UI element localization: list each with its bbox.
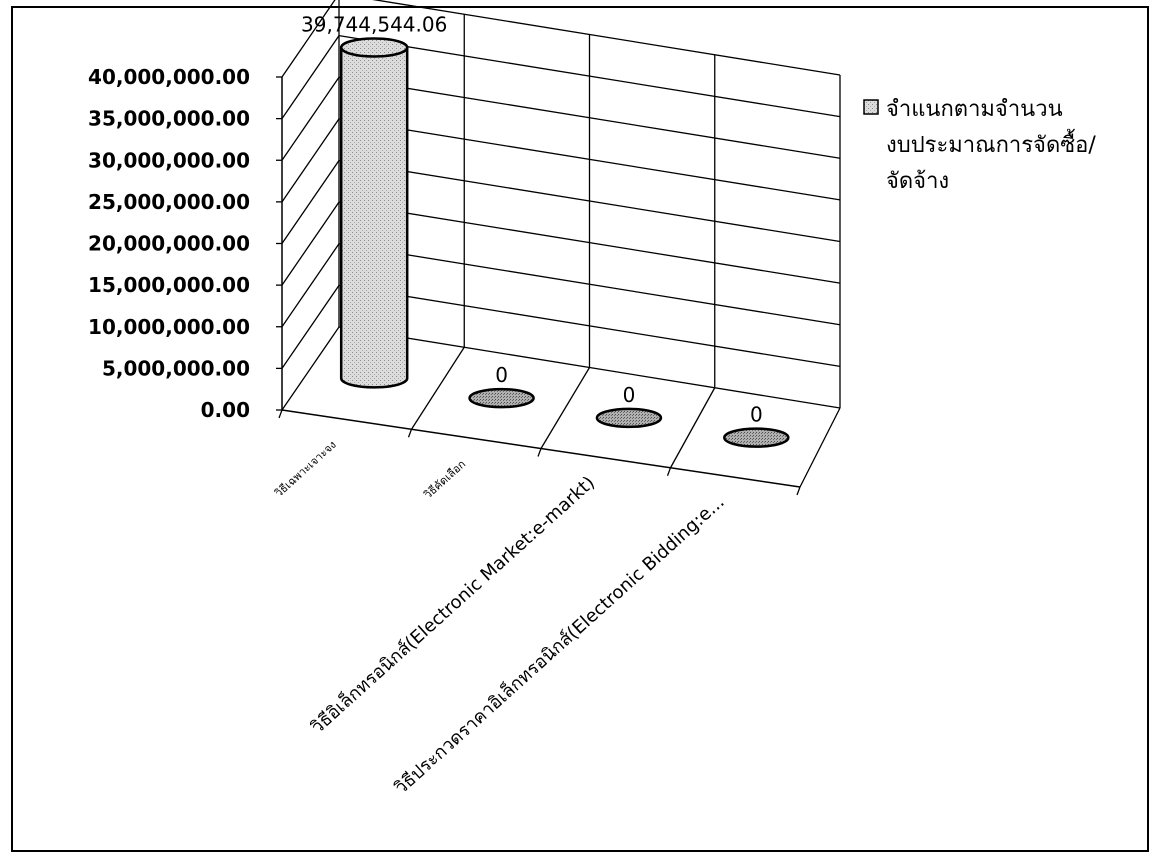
y-tick-label-8: 40,000,000.00 xyxy=(88,65,250,89)
y-tick-label-7: 35,000,000.00 xyxy=(88,107,250,131)
data-label-1: 0 xyxy=(495,363,508,387)
gridline-side-1 xyxy=(281,285,340,369)
bar-disc-2 xyxy=(595,407,663,429)
data-labels: 39,744,544.06 0 0 0 xyxy=(301,13,763,427)
y-tick-label-6: 30,000,000.00 xyxy=(88,148,250,172)
gridlines xyxy=(281,0,841,411)
y-tick-label-1: 5,000,000.00 xyxy=(102,356,250,380)
gridline-side-2 xyxy=(281,243,340,328)
gridline-side-7 xyxy=(281,35,340,119)
bar-1 xyxy=(468,387,535,409)
y-tick-label-2: 10,000,000.00 xyxy=(88,315,250,339)
legend-label-line-3: จัดจ้าง xyxy=(886,169,949,194)
legend-label-line-1: จำแนกตามจำนวน xyxy=(886,97,1063,122)
y-tick-labels: 0.00 5,000,000.00 10,000,000.00 15,000,000.… xyxy=(88,65,250,422)
floor-divider-1 xyxy=(410,346,465,430)
floor-right-edge xyxy=(799,407,841,488)
gridline-side-0 xyxy=(281,326,340,411)
bar-body-0 xyxy=(339,46,409,389)
y-tick-label-3: 15,000,000.00 xyxy=(88,273,250,297)
x-tick-label-2: วิธีอิเล็กทรอนิกส์(Electronic Market:e-m… xyxy=(306,471,599,738)
gridline-side-8 xyxy=(281,0,336,78)
x-tick-label-3: วิธีประกวดราคาอิเล็กทรอนิกส์(Electronic … xyxy=(389,490,728,799)
y-tick-label-0: 0.00 xyxy=(201,398,250,422)
data-label-2: 0 xyxy=(623,383,636,407)
floor-divider-3 xyxy=(669,387,716,469)
gridline-side-3 xyxy=(281,201,340,286)
bars xyxy=(339,37,790,448)
legend: จำแนกตามจำนวน งบประมาณการจัดซื้อ/ จัดจ้า… xyxy=(863,97,1096,194)
data-label-0: 39,744,544.06 xyxy=(301,13,447,37)
legend-swatch xyxy=(863,99,879,115)
x-tick-label-1: วิธีคัดเลือก xyxy=(421,457,468,501)
floor-divider-2 xyxy=(540,367,591,449)
gridline-side-4 xyxy=(281,160,340,244)
x-tick-mark-3 xyxy=(666,467,672,476)
y-tick-label-4: 20,000,000.00 xyxy=(88,232,250,256)
bar-disc-3 xyxy=(723,427,790,448)
bar-top-0 xyxy=(339,37,409,58)
data-label-3: 0 xyxy=(750,403,763,427)
gridline-side-6 xyxy=(281,76,340,161)
bar-2 xyxy=(595,407,663,429)
axes xyxy=(276,76,841,496)
legend-label-line-2: งบประมาณการจัดซื้อ/ xyxy=(886,129,1096,158)
bar-3 xyxy=(723,427,790,448)
y-tick-label-5: 25,000,000.00 xyxy=(88,190,250,214)
x-tick-mark-4 xyxy=(796,486,801,496)
bar-0 xyxy=(339,37,409,389)
x-tick-label-0: วิธีเฉพาะเจาะจง xyxy=(272,438,339,500)
bar-disc-1 xyxy=(468,387,535,409)
x-tick-mark-1 xyxy=(407,429,413,438)
chart-border xyxy=(11,6,1149,852)
gridline-side-5 xyxy=(281,118,340,203)
x-tick-mark-2 xyxy=(537,448,542,457)
x-tick-labels: วิธีเฉพาะเจาะจง วิธีคัดเลือกวิธีอิเล็กทรอ… xyxy=(272,438,729,798)
x-tick-mark-0 xyxy=(278,409,283,419)
